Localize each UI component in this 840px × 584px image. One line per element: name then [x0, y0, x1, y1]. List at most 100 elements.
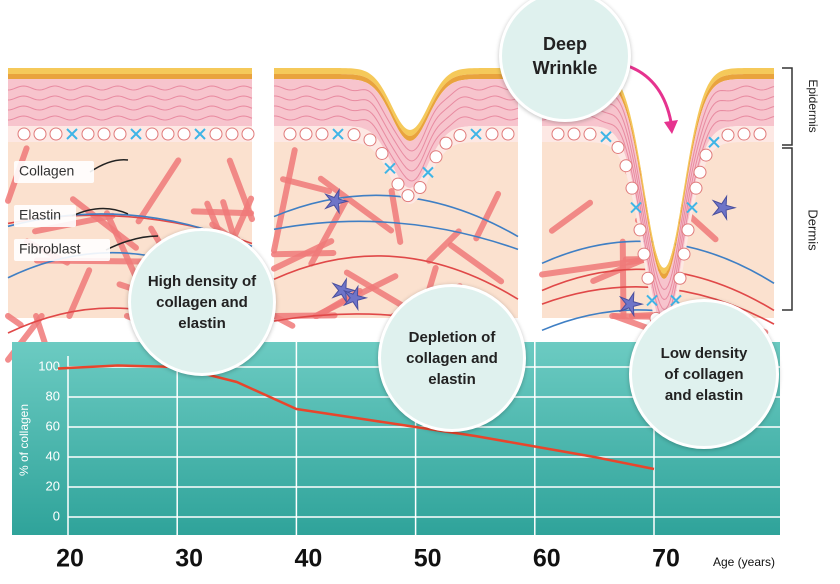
label-box [14, 205, 76, 227]
cell [161, 127, 175, 141]
skin-panel [271, 0, 519, 380]
cell [283, 127, 297, 141]
cell [699, 148, 713, 162]
collagen-fiber [135, 157, 182, 225]
epidermis-line [273, 105, 519, 172]
epidermis-line [273, 115, 519, 182]
elastin-fiber [273, 255, 519, 300]
air [274, 0, 518, 130]
cell [681, 223, 695, 237]
cell [97, 127, 111, 141]
cell [209, 127, 223, 141]
cell-cross [422, 166, 434, 179]
cell [625, 181, 639, 195]
fibroblast [618, 290, 645, 318]
cell [501, 127, 515, 141]
cell [551, 127, 565, 141]
cell [721, 128, 735, 142]
cell [633, 223, 647, 237]
epidermis-line [273, 95, 519, 162]
cell [485, 127, 499, 141]
collagen-fiber [103, 210, 139, 280]
cell [225, 127, 239, 141]
cell [619, 159, 633, 173]
epidermis-line [273, 85, 519, 152]
wrinkle-arrow [627, 64, 674, 129]
layer-label: Dermis [806, 209, 821, 251]
fibroblast [342, 284, 369, 312]
elastin-fiber [273, 220, 519, 251]
callout-bubble: Deep Wrinkle [499, 0, 631, 122]
cell [241, 127, 255, 141]
cell [677, 247, 691, 261]
collagen-fiber [447, 242, 505, 285]
label-box [14, 161, 94, 183]
epidermis-line [7, 85, 253, 91]
cell [413, 180, 427, 194]
epidermis-line [7, 95, 253, 101]
epidermis-bracket [782, 67, 793, 146]
cell-cross [384, 162, 396, 175]
cell [375, 146, 389, 160]
cell [81, 127, 95, 141]
cell-cross [646, 294, 658, 307]
cell [347, 128, 361, 142]
cell [33, 127, 47, 141]
collagen-fiber [426, 228, 462, 264]
cell [637, 247, 651, 261]
cell [453, 129, 467, 143]
x-tick-label: 20 [56, 545, 84, 573]
component-label: Fibroblast [19, 241, 81, 257]
y-tick-label: 100 [38, 358, 60, 373]
component-label: Collagen [19, 163, 74, 179]
cell-cross [630, 201, 642, 214]
cell-cross [66, 128, 78, 140]
collagen-line [57, 364, 655, 471]
cell [315, 127, 329, 141]
cell [583, 127, 597, 141]
collagen-fiber [271, 147, 298, 254]
cell [567, 127, 581, 141]
y-tick-label: 80 [46, 388, 60, 403]
cell [299, 127, 313, 141]
epidermis-line [7, 115, 253, 121]
collagen-fiber [539, 257, 647, 278]
x-tick-label: 70 [652, 545, 680, 573]
label-arrow [71, 207, 129, 217]
cell-cross [470, 128, 482, 140]
x-tick-label: 50 [414, 545, 442, 573]
y-tick-label: 40 [46, 448, 60, 463]
y-axis-label: % of collagen [17, 404, 31, 476]
fibroblast [711, 194, 737, 221]
callout-bubble: Depletion of collagen and elastin [378, 284, 526, 432]
label-arrow [105, 235, 159, 251]
fibroblast [324, 188, 350, 215]
cell [611, 140, 625, 154]
stratum-band [8, 74, 252, 79]
cell [429, 150, 443, 164]
y-tick-label: 0 [53, 508, 60, 523]
label-box [14, 239, 110, 261]
callout-text: High density of collagen and elastin [147, 272, 257, 332]
layer-label: Epidermis [806, 79, 820, 132]
cell [177, 127, 191, 141]
cell [753, 127, 767, 141]
collagen-fiber [69, 196, 139, 251]
cell [391, 177, 405, 191]
collagen-fiber [271, 313, 296, 329]
cell [363, 133, 377, 147]
collagen-fiber [5, 313, 24, 328]
cell-cross [686, 201, 698, 214]
epidermis-layer [8, 79, 252, 126]
collagen-fiber [619, 238, 627, 319]
x-tick-label: 60 [533, 545, 561, 573]
cell [737, 127, 751, 141]
callout-bubble: High density of collagen and elastin [128, 228, 276, 376]
collagen-fiber [190, 208, 255, 217]
cell [17, 127, 31, 141]
elastin-fiber [273, 194, 519, 238]
collagen-fiber [66, 267, 93, 319]
cell [641, 271, 655, 285]
y-tick-label: 20 [46, 478, 60, 493]
